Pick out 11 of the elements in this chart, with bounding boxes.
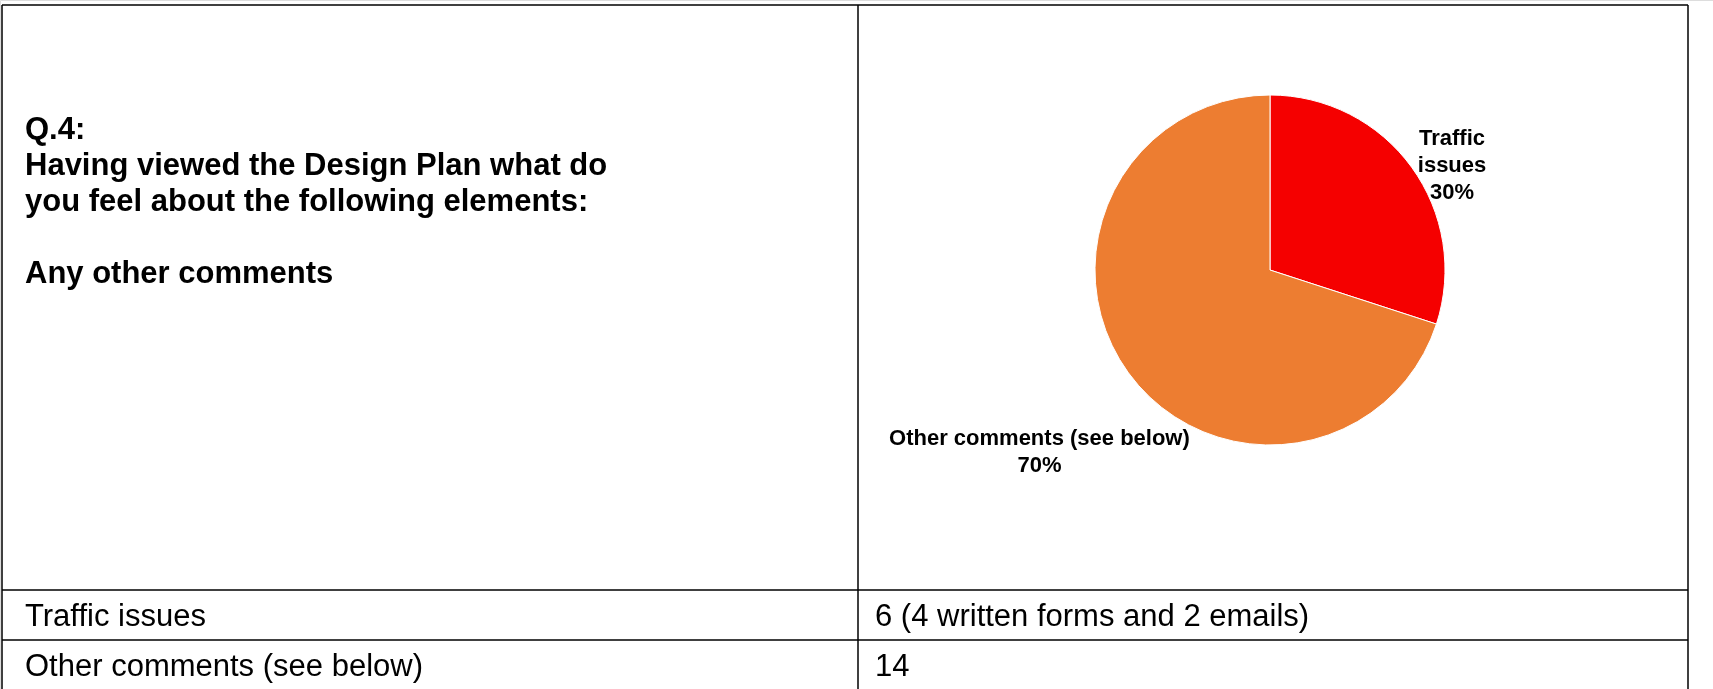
text: Any other comments <box>25 255 334 290</box>
text: Other comments (see below) <box>25 648 423 683</box>
data-label: 70% <box>1017 451 1062 477</box>
slice-label: Other comments (see below) <box>889 424 1190 450</box>
text: 14 <box>875 648 910 683</box>
text: Q.4: <box>25 111 86 146</box>
text: Traffic issues <box>25 598 206 633</box>
text: 6 (4 written forms and 2 emails) <box>875 598 1310 633</box>
slice-label: Traffic issues <box>1417 124 1487 177</box>
text: Having viewed the Design Plan what do you feel about the following elements: <box>25 147 608 218</box>
data-label: 30% <box>1430 178 1475 204</box>
